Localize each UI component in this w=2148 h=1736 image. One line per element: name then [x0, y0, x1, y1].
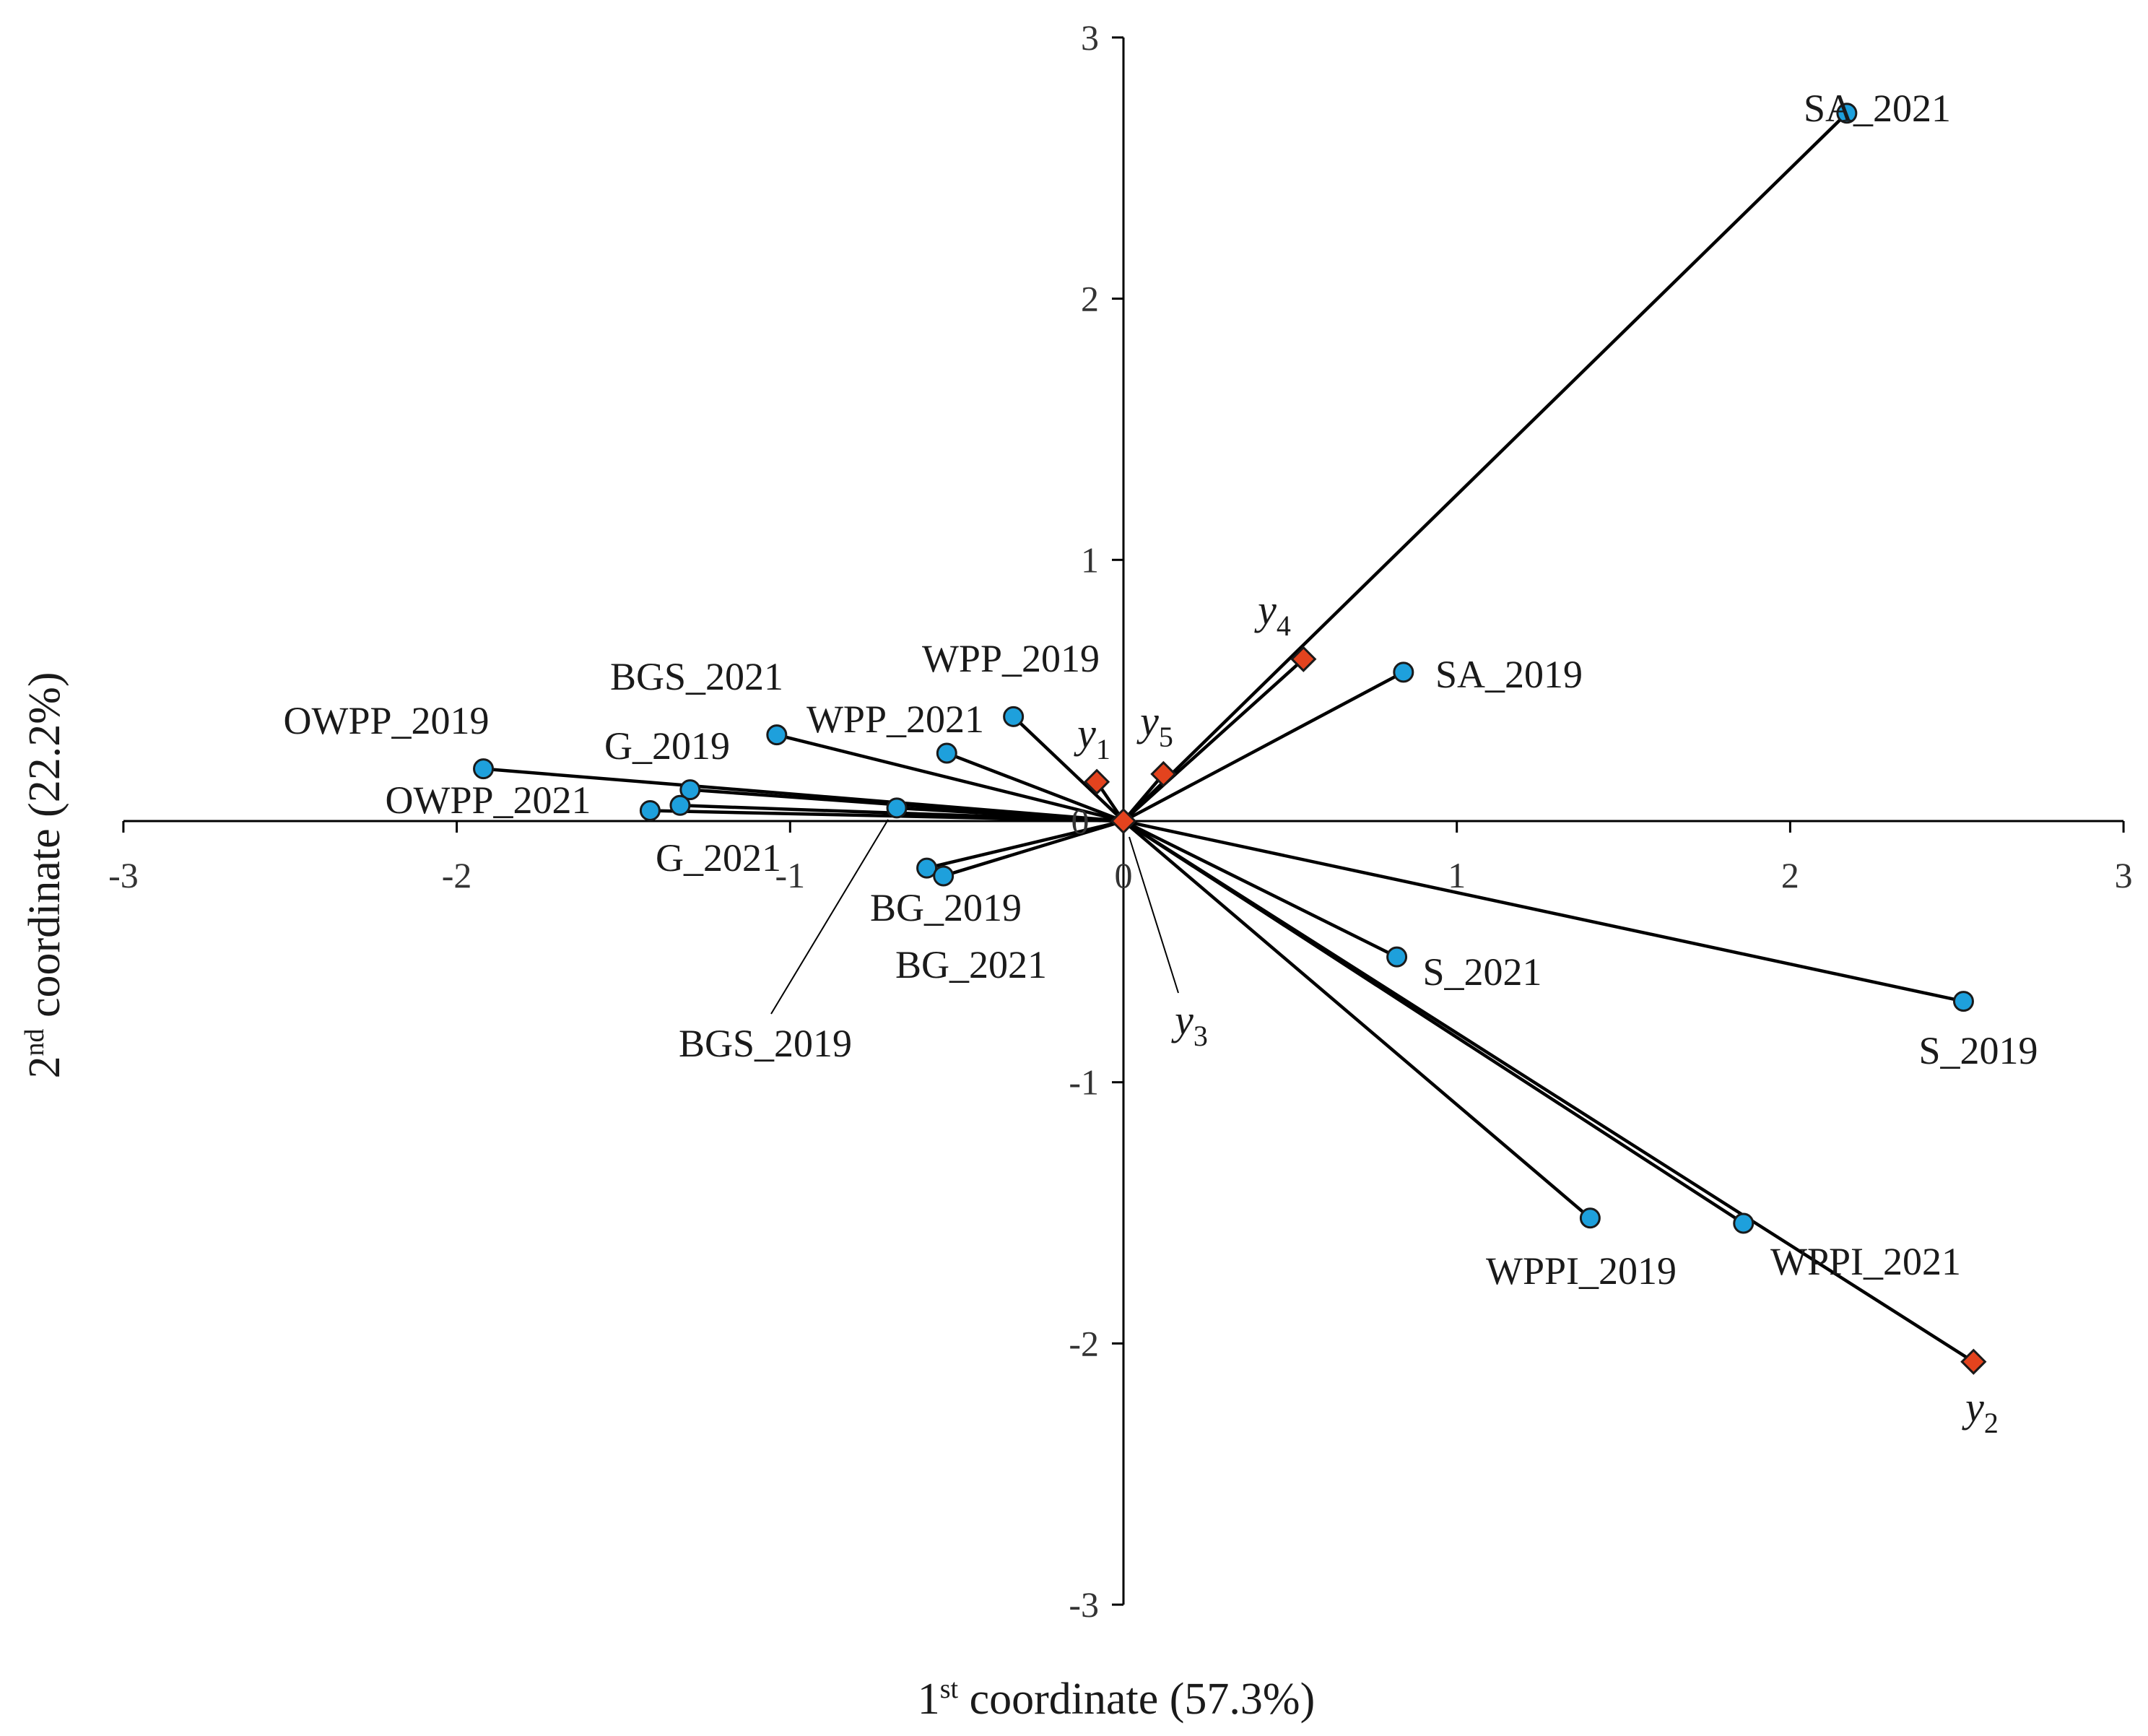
- y-axis-title: 2nd coordinate (22.2%): [19, 672, 69, 1078]
- label-owpp-2021: OWPP_2021: [385, 778, 591, 822]
- x-tick-label: -1: [775, 855, 805, 895]
- leader-bgs-2019: [770, 819, 889, 1015]
- ray-bgs-2021: [776, 733, 1124, 823]
- point-g-2021: [669, 794, 691, 816]
- x-axis-title: 1st coordinate (57.3%): [918, 1674, 1315, 1724]
- label-bg-2021: BG_2021: [895, 943, 1047, 986]
- ray-wpp-2021: [946, 751, 1124, 823]
- ray-s-2021: [1122, 819, 1398, 959]
- ray-y2: [1122, 820, 1975, 1363]
- point-wppi-2021: [1733, 1212, 1755, 1234]
- ray-sa-2021: [1122, 112, 1848, 823]
- point-sa-2021: [1836, 103, 1858, 124]
- x-tick-label: 2: [1781, 855, 1799, 895]
- point-owpp-2021: [639, 800, 661, 822]
- point-wpp-2021: [936, 742, 957, 764]
- label-sa-2019: SA_2019: [1435, 653, 1583, 696]
- ray-y5: [1122, 773, 1165, 823]
- ray-wppi-2019: [1122, 820, 1591, 1220]
- label-wpp-2019: WPP_2019: [922, 637, 1100, 680]
- label-bgs-2021: BGS_2021: [610, 655, 783, 698]
- label-y1: y1: [1074, 710, 1110, 765]
- point-bg-2019: [916, 857, 938, 879]
- ray-y4: [1122, 658, 1305, 823]
- label-g-2021: G_2021: [656, 836, 781, 880]
- variable-y1: [1083, 768, 1110, 795]
- label-s-2021: S_2021: [1422, 950, 1542, 994]
- label-wppi-2021: WPPI_2021: [1770, 1240, 1961, 1283]
- x-tick-label: 3: [2115, 855, 2133, 895]
- origin-label: 0: [1071, 801, 1090, 841]
- ray-wpp-2019: [1012, 715, 1125, 823]
- point-labels: SA_2021 SA_2019 WPP_2019 WPP_2021 BGS_2021 OW…: [283, 87, 2038, 1439]
- point-s-2021: [1386, 946, 1408, 968]
- x-tick-label: 0: [1115, 855, 1133, 895]
- label-sa-2021: SA_2021: [1804, 87, 1951, 130]
- biplot-rays: [483, 112, 1975, 1363]
- variable-y3: [1110, 807, 1137, 835]
- variable-y4: [1290, 646, 1317, 672]
- variable-y2: [1960, 1348, 1987, 1375]
- label-owpp-2019: OWPP_2019: [283, 699, 489, 742]
- point-bgs-2021: [766, 724, 788, 746]
- point-wpp-2019: [1003, 706, 1025, 727]
- y-tick-label: -3: [1069, 1584, 1099, 1625]
- ray-s-2019: [1123, 819, 1964, 1003]
- point-owpp-2019: [473, 758, 495, 780]
- label-y3: y3: [1171, 997, 1208, 1052]
- label-bgs-2019: BGS_2019: [679, 1022, 852, 1065]
- y-tick-label: -1: [1069, 1062, 1099, 1103]
- label-y2: y2: [1962, 1384, 1999, 1439]
- variable-y5: [1150, 760, 1177, 788]
- label-bg-2019: BG_2019: [870, 886, 1022, 929]
- point-sa-2019: [1393, 661, 1414, 683]
- point-bg-2021: [933, 865, 955, 887]
- y-tick-label: -2: [1069, 1323, 1099, 1363]
- point-bgs-2019: [886, 797, 908, 819]
- x-tick-label: 1: [1448, 855, 1466, 895]
- ray-owpp-2021: [650, 809, 1124, 823]
- leader-y3: [1129, 836, 1179, 994]
- y-tick-label: 3: [1081, 17, 1099, 58]
- ray-bg-2021: [943, 819, 1124, 878]
- y-tick-label: 1: [1081, 539, 1099, 580]
- label-leader-lines: [770, 819, 1179, 1015]
- x-tick-label: -3: [108, 855, 139, 895]
- label-y4: y4: [1254, 586, 1291, 642]
- data-markers: [473, 103, 1987, 1375]
- label-wppi-2019: WPPI_2019: [1486, 1249, 1677, 1293]
- label-s-2019: S_2019: [1918, 1029, 2038, 1072]
- point-g-2019: [679, 779, 701, 801]
- y-tick-label: 2: [1081, 279, 1099, 319]
- point-wppi-2019: [1579, 1207, 1601, 1229]
- ray-bg-2019: [926, 819, 1124, 870]
- x-tick-label: -2: [442, 855, 472, 895]
- label-wpp-2021: WPP_2021: [806, 698, 984, 741]
- label-y5: y5: [1136, 698, 1173, 753]
- point-s-2019: [1952, 991, 1974, 1012]
- axis-ticks: -3 -2 -1 0 1 2 3 -3 -2 -1 1 2 3 0: [108, 17, 2133, 1625]
- ray-sa-2019: [1122, 670, 1404, 823]
- ray-bgs-2019: [896, 806, 1124, 823]
- label-g-2019: G_2019: [604, 724, 730, 768]
